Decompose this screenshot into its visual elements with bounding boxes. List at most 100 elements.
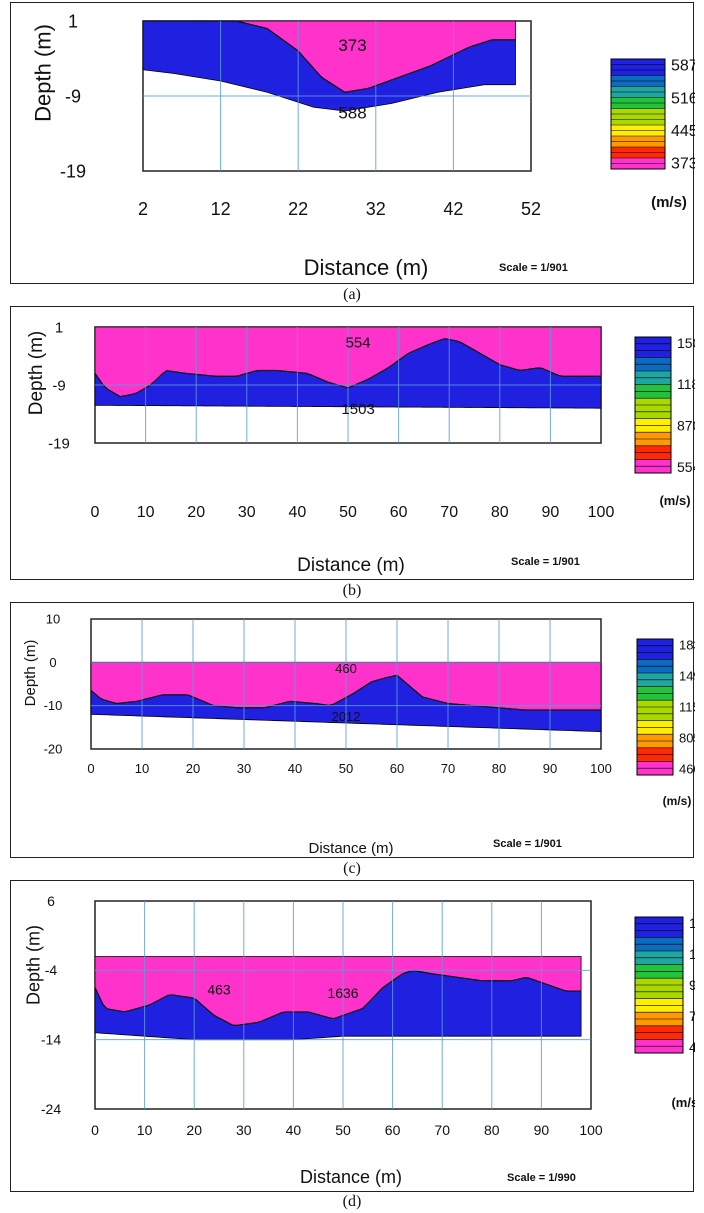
colorbar-band <box>635 1005 683 1013</box>
layer-2-velocity-label: 1503 <box>341 401 374 418</box>
seismic-profile-c: 0 10 20 30 40 50 60 70 80 90 100100-10-204602012Di… <box>22 612 695 857</box>
layer-1-velocity-label: 463 <box>207 982 231 998</box>
x-axis-label: Distance (m) <box>308 840 393 857</box>
x-tick-label: 32 <box>366 199 386 219</box>
colorbar-band <box>635 951 683 958</box>
colorbar-band <box>635 398 671 405</box>
colorbar-band <box>635 964 683 972</box>
caption-c: (c) <box>343 860 361 877</box>
y-tick-label: -19 <box>60 161 86 181</box>
y-axis-label: Depth (m) <box>26 331 47 415</box>
colorbar-band <box>635 1032 683 1040</box>
colorbar-unit-label: (m/s) <box>671 1095 695 1110</box>
colorbar-frame <box>634 916 684 1054</box>
colorbar-tick-label: 1150 <box>679 700 695 715</box>
colorbar-band <box>635 459 671 467</box>
x-tick-label: 2 <box>138 199 148 219</box>
colorbar-tick-label: 1839 <box>679 638 695 653</box>
colorbar-band <box>637 645 673 653</box>
colorbar-band <box>635 343 671 351</box>
colorbar-band <box>635 985 683 992</box>
layer-2-velocity-label: 1636 <box>327 985 358 1001</box>
x-tick-label: 0 <box>87 761 94 776</box>
colorbar-band <box>611 92 665 98</box>
x-tick-label: 60 <box>390 761 404 776</box>
x-tick-label: 100 <box>588 504 615 521</box>
x-tick-label: 90 <box>542 504 560 521</box>
colorbar-band <box>635 337 671 344</box>
colorbar-unit-label: (m/s) <box>659 493 690 508</box>
x-tick-label: 50 <box>335 1122 351 1138</box>
colorbar-band <box>611 119 665 125</box>
colorbar-band <box>637 673 673 680</box>
seismic-profile-a: 2 12 22 32 42 52 1 -9 -19 373 588 Distance (m) Depth… <box>31 11 695 280</box>
colorbar-frame <box>634 336 672 474</box>
colorbar-band <box>635 978 683 985</box>
colorbar-band <box>637 754 673 762</box>
x-axis-label: Distance (m) <box>304 255 429 280</box>
colorbar-band <box>611 141 665 147</box>
x-tick-label: 100 <box>590 761 612 776</box>
x-tick-label: 100 <box>579 1122 603 1138</box>
y-axis-label: Depth (m) <box>31 24 56 122</box>
colorbar-band <box>637 768 673 775</box>
layer-1-velocity-label: 373 <box>338 36 366 55</box>
y-tick-label: -14 <box>41 1032 61 1048</box>
y-tick-label: -9 <box>65 86 81 106</box>
x-tick-label: 70 <box>440 504 458 521</box>
colorbar-band <box>611 130 665 136</box>
colorbar-band <box>635 971 683 979</box>
colorbar-band <box>637 700 673 707</box>
x-tick-label: 30 <box>236 1122 252 1138</box>
x-tick-label: 50 <box>339 504 357 521</box>
y-axis-label: Depth (m) <box>23 925 43 1005</box>
x-tick-label: 90 <box>543 761 557 776</box>
x-tick-label: 12 <box>211 199 231 219</box>
x-tick-label: 40 <box>288 761 302 776</box>
colorbar-band <box>637 741 673 748</box>
x-tick-label: 60 <box>390 504 408 521</box>
x-tick-label: 70 <box>441 761 455 776</box>
x-axis-label: Distance (m) <box>300 1167 402 1187</box>
colorbar-band <box>635 405 671 412</box>
layer-2-velocity-label: 2012 <box>332 709 361 724</box>
caption-b: (b) <box>342 582 362 599</box>
colorbar-band <box>635 998 683 1006</box>
y-tick-label: -10 <box>44 698 63 713</box>
colorbar-tick-label: 373 <box>671 156 695 173</box>
colorbar-band <box>635 425 671 433</box>
colorbar-band <box>611 103 665 109</box>
x-tick-label: 80 <box>492 761 506 776</box>
x-tick-label: 52 <box>521 199 541 219</box>
colorbar-band <box>637 727 673 735</box>
colorbar-band <box>635 452 671 460</box>
x-tick-label: 0 <box>91 1122 99 1138</box>
colorbar-band <box>635 432 671 439</box>
colorbar-band <box>611 158 665 164</box>
colorbar-band <box>635 466 671 473</box>
profile-panel-c: 0 10 20 30 40 50 60 70 80 90 100 10 0 -10 -20 460 2012 Di… <box>10 602 695 858</box>
colorbar-tick-label: 994 <box>689 977 695 993</box>
colorbar-band <box>635 411 671 419</box>
colorbar-band <box>635 1012 683 1019</box>
colorbar-band <box>611 59 665 65</box>
colorbar-band <box>635 1019 683 1026</box>
x-tick-label: 60 <box>385 1122 401 1138</box>
colorbar-band <box>635 384 671 392</box>
x-tick-label: 40 <box>289 504 307 521</box>
colorbar-band <box>635 357 671 365</box>
scale-label: Scale = 1/990 <box>507 1172 576 1184</box>
colorbar-tick-label: 554 <box>677 459 695 475</box>
colorbar-band <box>611 108 665 114</box>
colorbar-band <box>637 747 673 755</box>
colorbar-band <box>635 991 683 999</box>
y-tick-label: -4 <box>45 962 58 978</box>
colorbar-band <box>611 86 665 92</box>
x-tick-label: 0 <box>91 504 100 521</box>
colorbar-band <box>637 734 673 741</box>
colorbar-tick-label: 1266 <box>689 946 695 962</box>
colorbar-band <box>611 125 665 131</box>
y-tick-label: 6 <box>47 893 55 909</box>
scale-label: Scale = 1/901 <box>511 556 580 568</box>
profile-panel-b: 0 10 20 30 40 50 60 70 80 90 100 1 -9 -19 554 1503 Dista… <box>10 306 695 580</box>
